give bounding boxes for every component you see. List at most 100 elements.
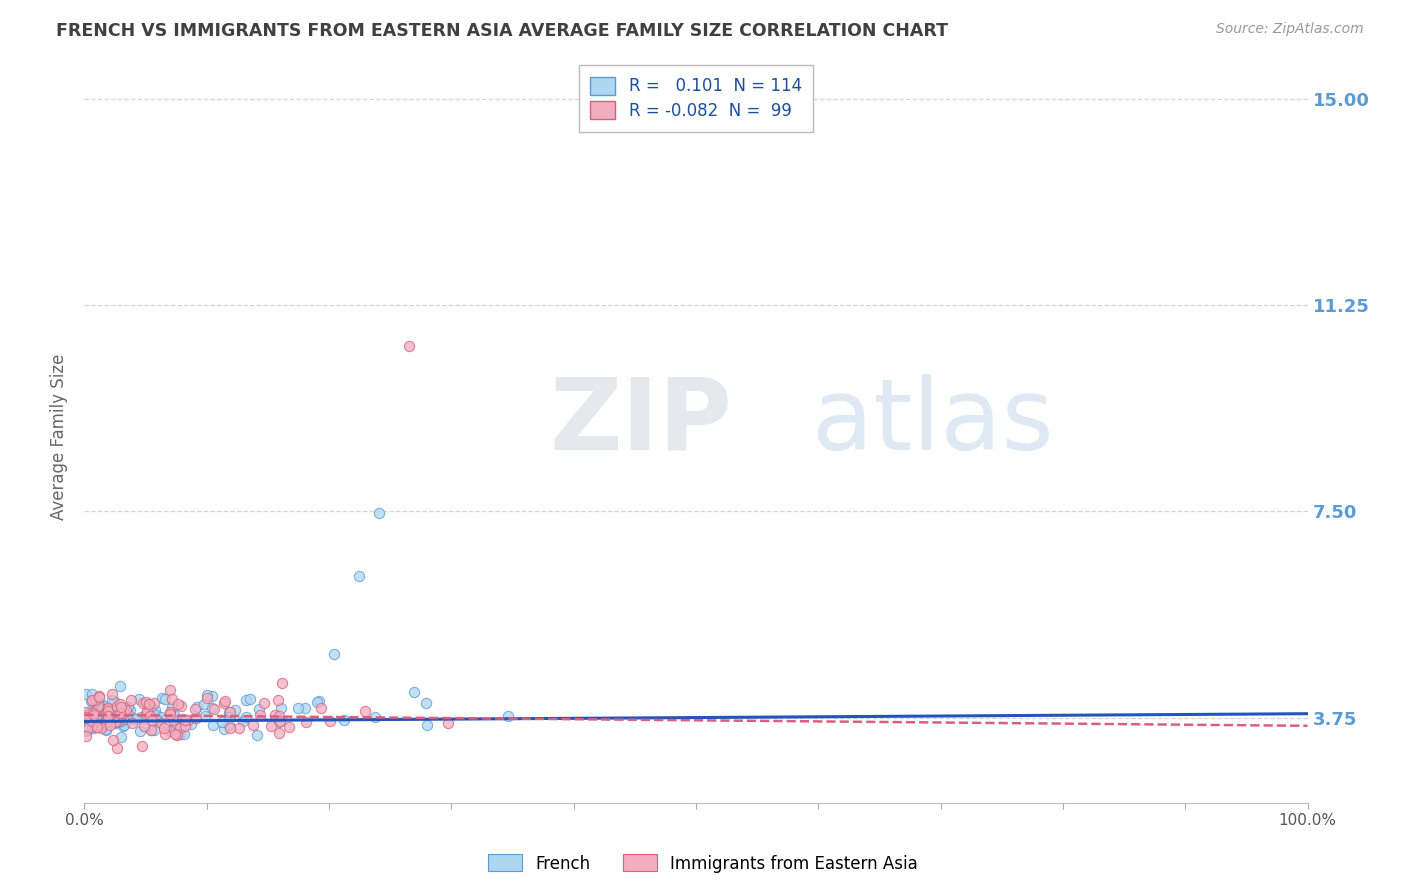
Point: [177, 713, 200, 727]
Point: [202, 718, 225, 732]
Text: atlas: atlas: [813, 374, 1054, 471]
Point: [89, 690, 111, 704]
Point: [128, 724, 150, 739]
Point: [77, 708, 100, 723]
Point: [125, 712, 148, 726]
Point: [97, 704, 120, 718]
Point: [153, 727, 176, 741]
Point: [93, 702, 115, 716]
Point: [83, 718, 105, 732]
Point: [145, 708, 167, 723]
Point: [294, 715, 316, 730]
Point: [131, 739, 153, 753]
Point: [247, 702, 270, 716]
Point: [277, 720, 299, 734]
Point: [149, 710, 172, 724]
Point: [404, 684, 426, 698]
Point: [436, 716, 458, 731]
Point: [211, 715, 233, 730]
Point: [163, 719, 186, 733]
Point: [97, 709, 120, 723]
Point: [75, 724, 97, 739]
Point: [76, 721, 98, 735]
Point: [75, 707, 97, 722]
Point: [97, 712, 120, 726]
Point: [218, 710, 240, 724]
Legend: French, Immigrants from Eastern Asia: French, Immigrants from Eastern Asia: [482, 847, 924, 880]
Point: [110, 700, 132, 714]
Point: [194, 709, 217, 723]
Point: [242, 717, 264, 731]
Point: [153, 692, 176, 706]
Point: [83, 692, 105, 706]
Point: [333, 713, 356, 727]
Point: [90, 701, 112, 715]
Point: [105, 714, 128, 729]
Point: [111, 712, 134, 726]
Point: [82, 706, 104, 720]
Point: [218, 721, 240, 735]
Point: [107, 709, 129, 723]
Point: [117, 706, 139, 721]
Point: [94, 722, 117, 736]
Point: [267, 708, 290, 723]
Point: [108, 711, 131, 725]
Point: [364, 709, 387, 723]
Point: [270, 701, 292, 715]
Point: [260, 719, 283, 733]
Point: [77, 709, 100, 723]
Point: [132, 696, 155, 710]
Point: [159, 683, 181, 698]
Point: [98, 713, 121, 727]
Point: [214, 694, 236, 708]
Point: [159, 705, 181, 719]
Point: [162, 708, 184, 723]
Point: [166, 728, 188, 742]
Point: [111, 719, 134, 733]
Point: [83, 708, 105, 723]
Point: [145, 713, 167, 727]
Point: [104, 714, 127, 729]
Point: [107, 699, 129, 714]
Point: [80, 693, 103, 707]
Point: [80, 706, 103, 721]
Point: [163, 722, 186, 736]
Point: [307, 695, 329, 709]
Point: [108, 679, 131, 693]
Point: [193, 697, 215, 711]
Point: [86, 716, 108, 731]
Point: [139, 723, 162, 738]
Point: [184, 711, 207, 725]
Point: [239, 692, 262, 706]
Point: [269, 714, 291, 728]
Point: [162, 691, 184, 706]
Point: [180, 716, 202, 731]
Point: [84, 705, 107, 719]
Point: [110, 731, 132, 745]
Point: [82, 714, 104, 729]
Point: [104, 715, 127, 730]
Point: [184, 702, 207, 716]
Point: [107, 714, 129, 728]
Point: [162, 713, 184, 727]
Point: [354, 704, 377, 718]
Point: [107, 706, 129, 721]
Point: [228, 721, 250, 735]
Point: [93, 705, 115, 719]
Point: [87, 698, 110, 712]
Point: [80, 694, 103, 708]
Point: [80, 704, 103, 718]
Point: [202, 702, 225, 716]
Point: [170, 699, 193, 714]
Point: [120, 703, 142, 717]
Point: [77, 708, 100, 723]
Point: [96, 714, 118, 729]
Point: [219, 705, 242, 719]
Point: [75, 730, 97, 744]
Point: [112, 718, 135, 732]
Point: [235, 710, 257, 724]
Point: [139, 708, 162, 723]
Point: [212, 697, 235, 711]
Point: [101, 687, 124, 701]
Point: [97, 713, 120, 727]
